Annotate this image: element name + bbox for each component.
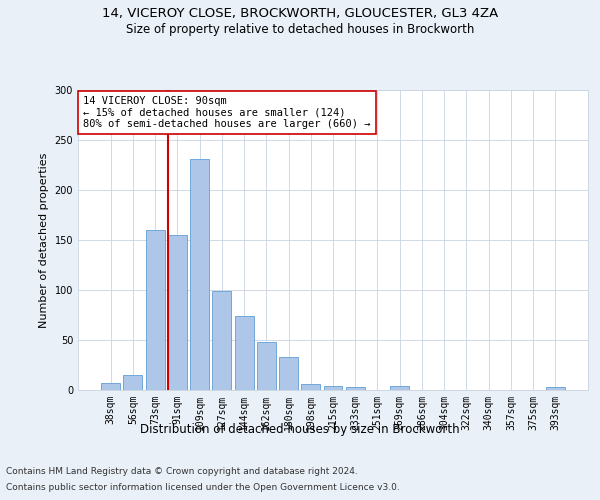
Y-axis label: Number of detached properties: Number of detached properties bbox=[39, 152, 49, 328]
Bar bbox=[168, 235, 187, 390]
Bar bbox=[212, 291, 231, 390]
Bar bbox=[301, 384, 320, 390]
Bar bbox=[235, 316, 254, 390]
Bar bbox=[323, 386, 343, 390]
Bar bbox=[546, 387, 565, 390]
Bar bbox=[390, 386, 409, 390]
Text: Contains public sector information licensed under the Open Government Licence v3: Contains public sector information licen… bbox=[6, 482, 400, 492]
Text: Distribution of detached houses by size in Brockworth: Distribution of detached houses by size … bbox=[140, 422, 460, 436]
Text: Contains HM Land Registry data © Crown copyright and database right 2024.: Contains HM Land Registry data © Crown c… bbox=[6, 468, 358, 476]
Bar bbox=[257, 342, 276, 390]
Bar bbox=[101, 383, 120, 390]
Text: 14, VICEROY CLOSE, BROCKWORTH, GLOUCESTER, GL3 4ZA: 14, VICEROY CLOSE, BROCKWORTH, GLOUCESTE… bbox=[102, 8, 498, 20]
Bar bbox=[279, 357, 298, 390]
Bar bbox=[190, 159, 209, 390]
Bar bbox=[146, 230, 164, 390]
Bar bbox=[124, 375, 142, 390]
Bar bbox=[346, 387, 365, 390]
Text: 14 VICEROY CLOSE: 90sqm
← 15% of detached houses are smaller (124)
80% of semi-d: 14 VICEROY CLOSE: 90sqm ← 15% of detache… bbox=[83, 96, 371, 129]
Text: Size of property relative to detached houses in Brockworth: Size of property relative to detached ho… bbox=[126, 22, 474, 36]
